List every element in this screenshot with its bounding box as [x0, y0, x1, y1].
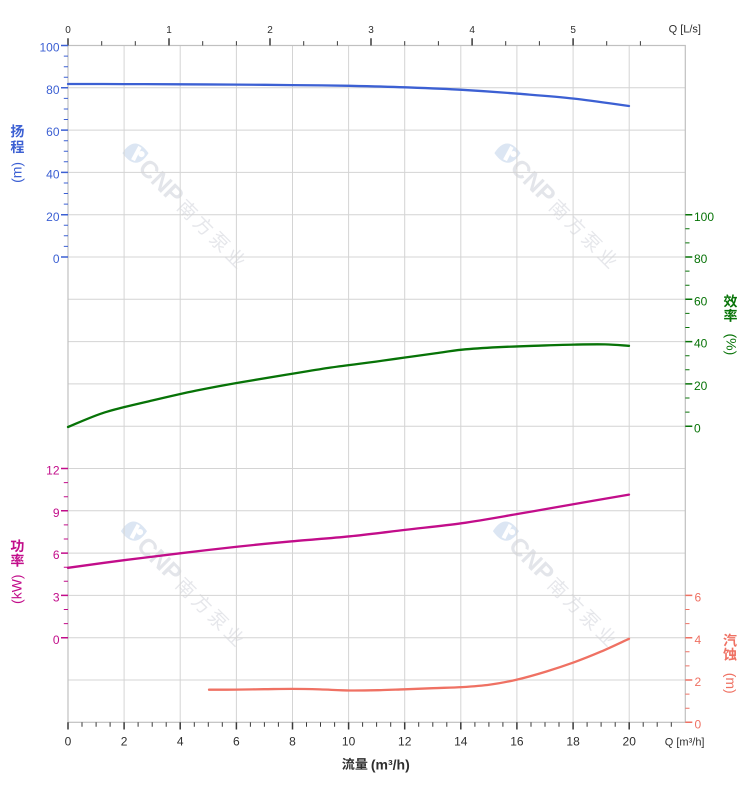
svg-text:8: 8	[289, 735, 296, 749]
svg-text:9: 9	[53, 506, 60, 520]
svg-text:0: 0	[695, 717, 702, 731]
svg-text:0: 0	[53, 252, 60, 266]
svg-text:2: 2	[695, 675, 702, 689]
svg-text:6: 6	[53, 548, 60, 562]
svg-text:80: 80	[46, 83, 60, 97]
svg-text:5: 5	[570, 25, 576, 36]
svg-text:6: 6	[695, 591, 702, 605]
svg-text:1: 1	[166, 25, 172, 36]
svg-text:0: 0	[53, 633, 60, 647]
svg-text:12: 12	[398, 735, 412, 749]
svg-text:0: 0	[694, 421, 701, 435]
svg-text:40: 40	[694, 337, 708, 351]
svg-text:Q [L/s]: Q [L/s]	[669, 24, 701, 36]
svg-text:6: 6	[233, 735, 240, 749]
svg-text:20: 20	[694, 379, 708, 393]
svg-text:0: 0	[65, 735, 72, 749]
svg-text:14: 14	[454, 735, 468, 749]
svg-text:12: 12	[46, 464, 60, 478]
svg-text:10: 10	[342, 735, 356, 749]
svg-text:3: 3	[53, 591, 60, 605]
svg-text:60: 60	[46, 125, 60, 139]
svg-text:18: 18	[566, 735, 580, 749]
svg-text:(kW): (kW)	[9, 574, 25, 604]
svg-text:(%): (%)	[724, 334, 740, 356]
svg-text:(m³/h): (m³/h)	[371, 756, 410, 772]
svg-text:2: 2	[121, 735, 128, 749]
svg-text:4: 4	[469, 25, 475, 36]
svg-text:(m): (m)	[723, 673, 739, 694]
svg-text:60: 60	[694, 294, 708, 308]
svg-text:2: 2	[267, 25, 273, 36]
svg-text:Q [m³/h]: Q [m³/h]	[665, 737, 705, 749]
svg-text:16: 16	[510, 735, 524, 749]
svg-text:4: 4	[695, 633, 702, 647]
svg-text:(m): (m)	[9, 162, 25, 183]
svg-text:20: 20	[46, 210, 60, 224]
svg-text:4: 4	[177, 735, 184, 749]
svg-text:0: 0	[65, 25, 71, 36]
svg-text:20: 20	[623, 735, 637, 749]
svg-text:80: 80	[694, 252, 708, 266]
svg-text:3: 3	[368, 25, 374, 36]
svg-text:100: 100	[39, 41, 59, 55]
svg-text:40: 40	[46, 168, 60, 182]
svg-text:100: 100	[694, 210, 714, 224]
